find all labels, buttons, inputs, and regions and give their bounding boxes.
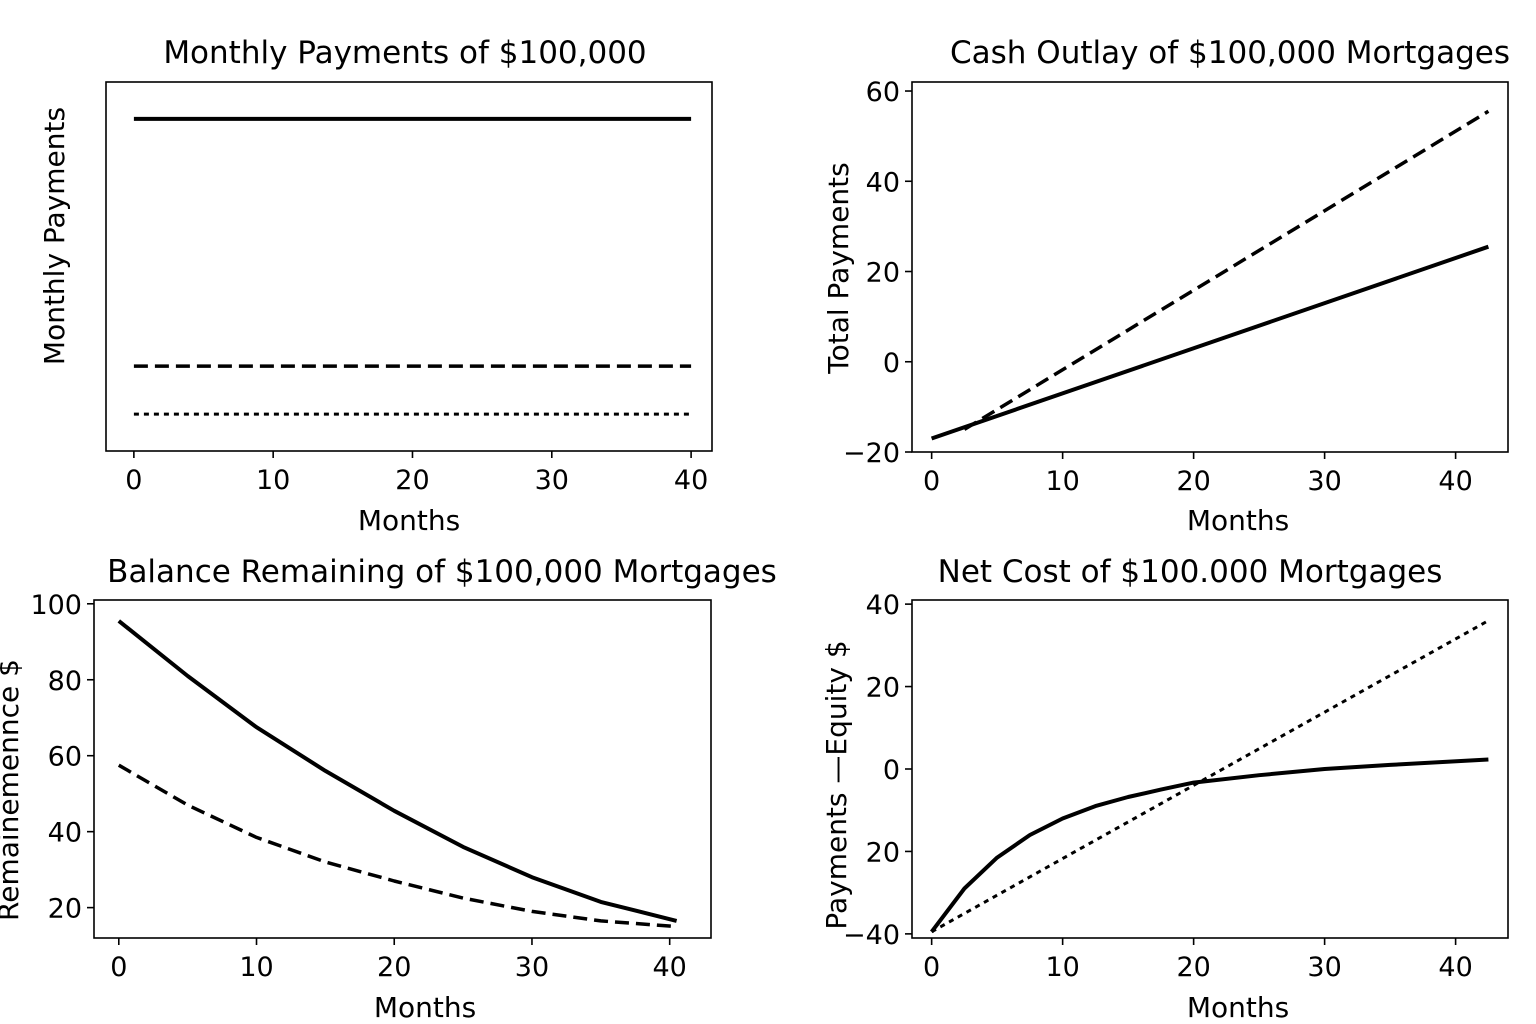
- x-tick-label: 40: [1438, 952, 1472, 983]
- series-line-solid: [930, 244, 1490, 441]
- y-tick-label: −20: [843, 438, 900, 469]
- plot-frame: [93, 599, 712, 939]
- chart-title: Balance Remaining of $100,000 Mortgages: [107, 554, 777, 590]
- cash-outlay-panel: Cash Outlay of $100,000 Mortgages Months…: [822, 35, 1510, 537]
- x-tick-label: 30: [515, 952, 549, 983]
- monthly-payments-panel: Monthly Payments of $100,000 Months Mont…: [38, 35, 713, 537]
- axis-ticks: 0 10 20 30 40 20 40 60 80 100: [30, 590, 686, 983]
- plot-marks: [117, 619, 678, 929]
- series-line-solid: [117, 619, 678, 923]
- x-tick-label: 10: [1045, 466, 1079, 497]
- y-tick-label: 20: [866, 673, 900, 704]
- x-tick-label: 20: [1176, 952, 1210, 983]
- series-line-dashed: [963, 109, 1490, 431]
- x-axis-label: Months: [358, 504, 460, 537]
- x-tick-label: 10: [1045, 952, 1079, 983]
- series-line-dashed: [117, 763, 677, 929]
- y-axis-label: Total Payments: [822, 162, 855, 374]
- axis-ticks: 0 10 20 30 40 −40 20 0 20 40: [843, 590, 1473, 983]
- x-tick-label: 40: [674, 465, 708, 496]
- y-tick-label: −40: [843, 920, 900, 951]
- x-tick-label: 10: [256, 465, 290, 496]
- y-tick-label: 20: [48, 894, 82, 925]
- plot-frame: [911, 599, 1509, 939]
- y-tick-label: 40: [48, 818, 82, 849]
- x-tick-label: 0: [923, 952, 940, 983]
- plot-marks: [930, 109, 1490, 441]
- x-tick-label: 30: [1307, 952, 1341, 983]
- x-tick-label: 40: [653, 952, 687, 983]
- y-tick-label: 100: [30, 590, 82, 621]
- y-tick-label: 20: [866, 837, 900, 868]
- y-tick-label: 0: [883, 348, 900, 379]
- y-axis-label: Monthly Payments: [38, 107, 71, 365]
- balance-remaining-panel: Balance Remaining of $100,000 Mortgages …: [0, 554, 777, 1024]
- x-tick-label: 30: [535, 465, 569, 496]
- chart-title: Net Cost of $100.000 Mortgages: [938, 554, 1443, 590]
- plot-marks: [930, 619, 1490, 934]
- x-tick-label: 10: [239, 952, 273, 983]
- y-tick-label: 40: [866, 167, 900, 198]
- plot-frame: [105, 81, 713, 452]
- x-tick-label: 30: [1307, 466, 1341, 497]
- y-tick-label: 60: [866, 77, 900, 108]
- y-tick-label: 60: [48, 742, 82, 773]
- x-tick-label: 0: [125, 465, 142, 496]
- y-axis-label: Remainemennce $: [0, 659, 25, 921]
- x-tick-label: 0: [923, 466, 940, 497]
- x-tick-label: 20: [1176, 466, 1210, 497]
- net-cost-panel: Net Cost of $100.000 Mortgages Months Pa…: [820, 554, 1509, 1024]
- x-axis-label: Months: [374, 991, 476, 1024]
- y-axis-label: Payments —Equity $: [820, 640, 853, 929]
- chart-title: Cash Outlay of $100,000 Mortgages: [950, 35, 1510, 71]
- y-tick-label: 0: [883, 755, 900, 786]
- y-tick-label: 80: [48, 666, 82, 697]
- x-axis-label: Months: [1187, 504, 1289, 537]
- series-line-solid: [930, 757, 1489, 934]
- y-tick-label: 40: [866, 590, 900, 621]
- x-tick-label: 0: [110, 952, 127, 983]
- plot-frame: [911, 81, 1509, 453]
- x-tick-label: 20: [377, 952, 411, 983]
- axis-ticks: 0 10 20 30 40 −20 0 20 40 60: [843, 77, 1473, 497]
- series-line-dotted: [930, 619, 1490, 934]
- y-tick-label: 20: [866, 258, 900, 289]
- x-tick-label: 40: [1438, 466, 1472, 497]
- x-axis-label: Months: [1187, 991, 1289, 1024]
- plot-marks: [133, 116, 692, 416]
- chart-title: Monthly Payments of $100,000: [163, 35, 646, 71]
- axis-ticks: 0 10 20 30 40: [125, 451, 708, 496]
- x-tick-label: 20: [395, 465, 429, 496]
